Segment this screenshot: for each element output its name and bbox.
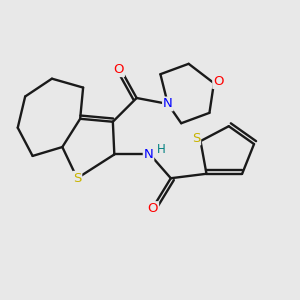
Text: N: N xyxy=(144,148,153,161)
Text: S: S xyxy=(192,132,200,145)
Text: O: O xyxy=(213,75,224,88)
Text: O: O xyxy=(113,63,124,76)
Text: S: S xyxy=(73,172,81,185)
Text: N: N xyxy=(163,98,173,110)
Text: H: H xyxy=(157,142,166,156)
Text: O: O xyxy=(148,202,158,215)
